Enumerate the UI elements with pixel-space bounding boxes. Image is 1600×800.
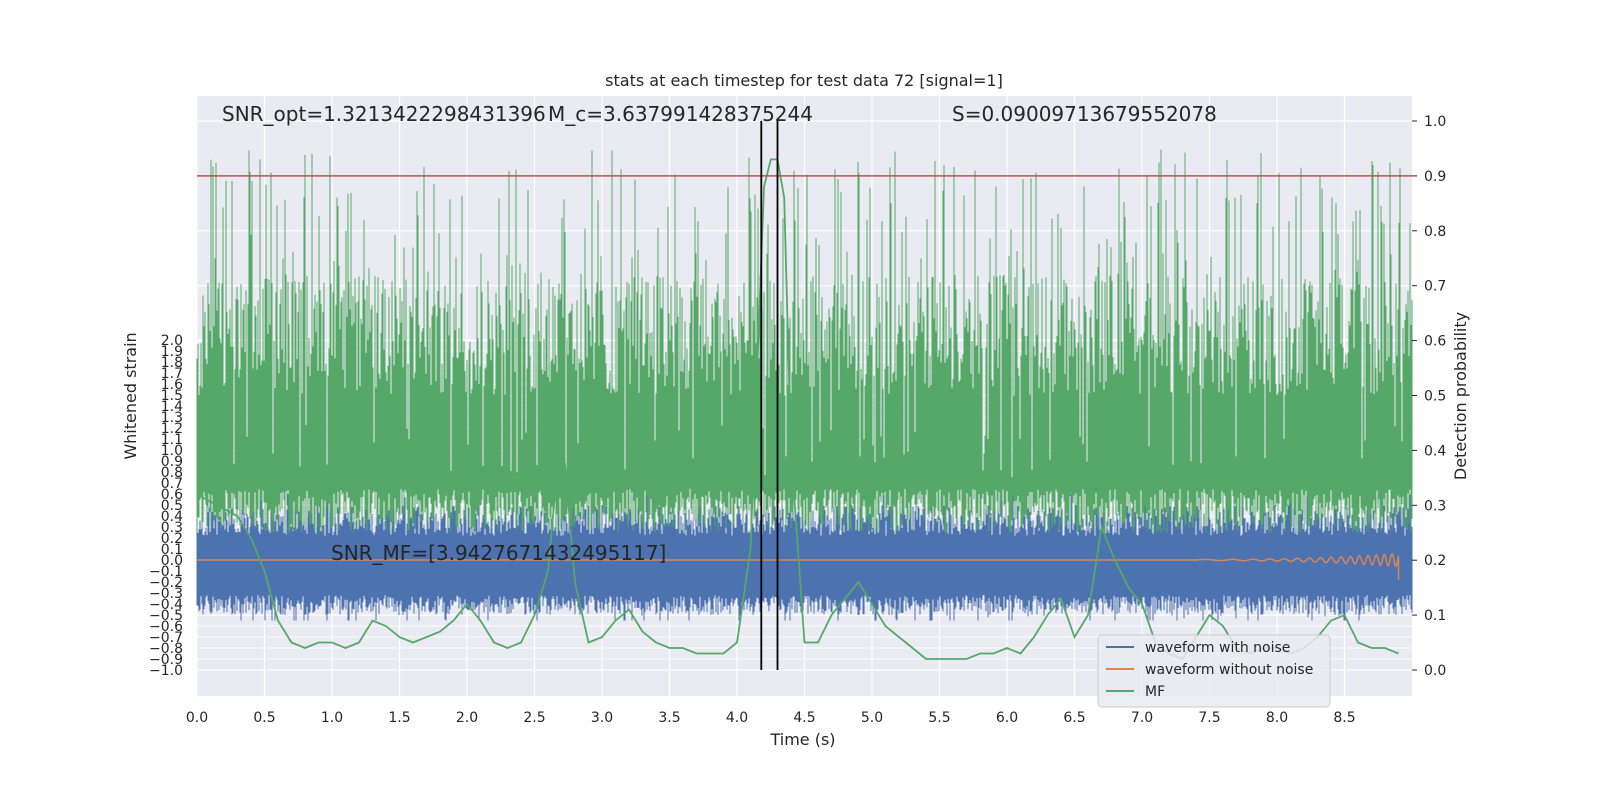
y-right-tick-label: 1.0 [1424,114,1446,130]
y-left-tick-label: 0.8 [161,465,183,481]
probability-path [196,149,1413,533]
y-left-tick-label: −0.5 [149,608,183,624]
legend-box [1097,634,1331,708]
y-left-tick-label: −0.1 [149,564,183,580]
y-left-tick-label: 0.6 [161,487,183,503]
y-left-tick-label: −0.3 [149,586,183,602]
y-left-tick-label: −0.9 [149,652,183,668]
y-left-tick-label: 0.3 [161,520,183,536]
y-right-tick-label: 0.5 [1424,389,1446,405]
x-tick-label: 2.5 [523,710,545,726]
y-left-tick-label: 0.5 [161,498,183,514]
y-left-tick-label: 1.2 [161,421,183,437]
x-tick-label: 3.0 [591,710,613,726]
y-left-tick-label: 0.9 [161,454,183,470]
y-right-tick-label: 0.7 [1424,279,1446,295]
legend-label-clean: waveform without noise [1145,662,1313,678]
x-tick-label: 5.0 [861,710,883,726]
x-tick-label: 5.5 [928,710,950,726]
series-mf [196,158,1399,661]
x-tick-label: 7.0 [1131,710,1153,726]
y-left-tick-label: 0.4 [161,509,183,525]
series-waveform-without-noise [197,552,1400,580]
mf-line [196,158,1399,661]
y-left-tick-label: −0.8 [149,641,183,657]
y-axis-label-right: Detection probability [1451,312,1470,480]
snr-opt-annotation: SNR_opt=1.3213422298431396 [222,102,546,126]
axis-ticks: 0.0 0.5 1.0 1.5 2.0 2.5 3.0 3.5 4.0 4.5 5.0 5.5 6.0 6… [149,114,1446,726]
x-tick-label: 7.5 [1198,710,1220,726]
y-right-tick-label: 0.1 [1424,608,1446,624]
y-right-tick-label: 0.4 [1424,443,1446,459]
y-left-tick-label: 0.1 [161,542,183,558]
y-left-tick-label: 2.0 [161,333,183,349]
series-detection-probability [196,149,1413,533]
x-tick-label: 2.0 [456,710,478,726]
y-left-tick-label: 1.6 [161,377,183,393]
legend-label-noise: waveform with noise [1145,640,1290,656]
x-tick-label: 8.0 [1266,710,1288,726]
y-left-tick-label: −1.0 [149,663,183,679]
legend: waveform with noise waveform without noi… [1097,634,1331,708]
x-tick-label: 4.0 [726,710,748,726]
y-left-tick-label: 0.0 [161,553,183,569]
legend-label-mf: MF [1145,684,1165,700]
clean-waveform-path [197,552,1400,580]
y-right-tick-label: 0.9 [1424,169,1446,185]
y-left-tick-label: −0.2 [149,575,183,591]
snr-mf-annotation: SNR_MF=[3.9427671432495117] [331,541,666,565]
reference-lines [197,121,1412,670]
y-left-tick-label: −0.6 [149,619,183,635]
y-left-tick-label: 1.8 [161,355,183,371]
y-left-tick-label: 1.9 [161,344,183,360]
x-tick-label: 8.5 [1333,710,1355,726]
y-right-tick-label: 0.8 [1424,224,1446,240]
y-left-tick-label: 1.5 [161,388,183,404]
x-tick-label: 6.5 [1063,710,1085,726]
x-tick-label: 3.5 [658,710,680,726]
y-axis-label-left: Whitened strain [121,332,140,459]
x-tick-label: 1.5 [388,710,410,726]
y-left-tick-label: 1.0 [161,443,183,459]
y-left-tick-label: 1.7 [161,366,183,382]
y-left-tick-label: 1.3 [161,410,183,426]
s-annotation: S=0.09009713679552078 [952,102,1217,126]
y-left-tick-label: 1.1 [161,432,183,448]
y-right-tick-label: 0.0 [1424,663,1446,679]
y-left-tick-label: 1.4 [161,399,183,415]
y-left-tick-label: 0.7 [161,476,183,492]
x-tick-label: 4.5 [793,710,815,726]
y-right-tick-label: 0.2 [1424,553,1446,569]
y-left-tick-label: 0.2 [161,531,183,547]
x-tick-label: 0.5 [253,710,275,726]
x-tick-label: 6.0 [996,710,1018,726]
x-tick-label: 1.0 [321,710,343,726]
mc-annotation: M_c=3.637991428375244 [548,102,813,126]
y-left-tick-label: −0.4 [149,597,183,613]
y-right-tick-label: 0.6 [1424,334,1446,350]
y-right-tick-label: 0.3 [1424,498,1446,514]
y-left-tick-label: −0.7 [149,630,183,646]
x-tick-label: 0.0 [186,710,208,726]
chart-title: stats at each timestep for test data 72 … [605,71,1003,90]
x-axis-label: Time (s) [769,730,835,749]
